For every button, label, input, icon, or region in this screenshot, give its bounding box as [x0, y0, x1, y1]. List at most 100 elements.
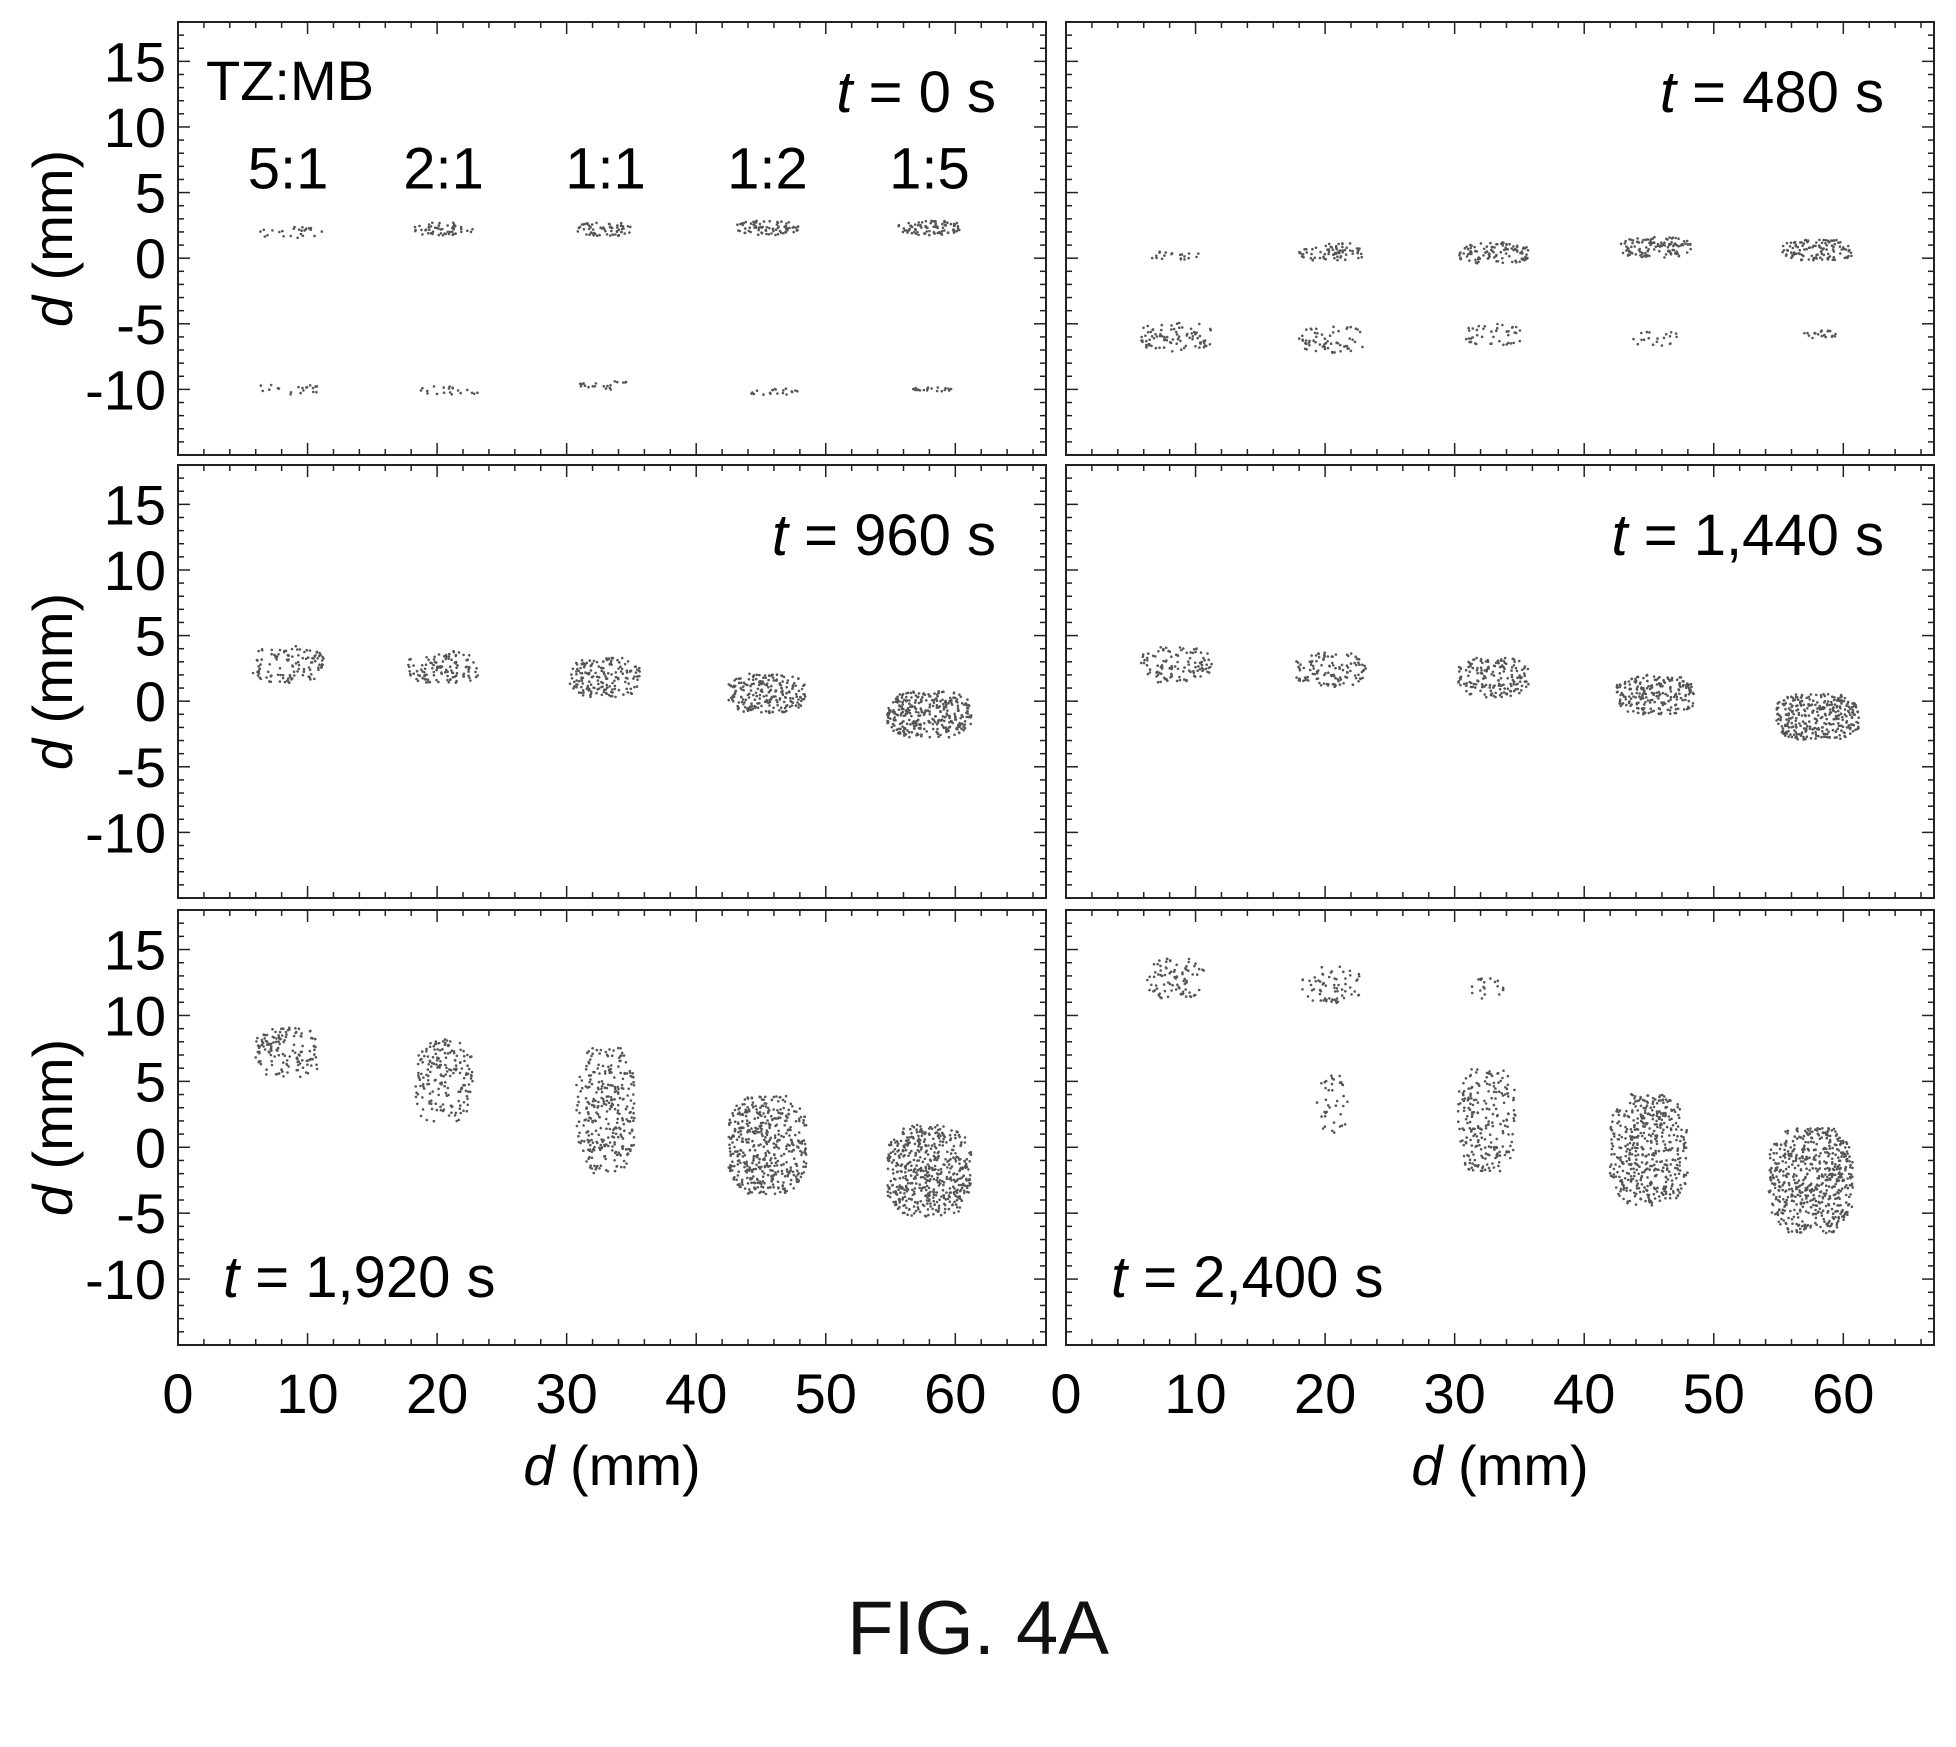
dot	[741, 698, 745, 701]
dot-cloud	[1140, 321, 1213, 353]
dot	[425, 1118, 429, 1122]
dot	[781, 680, 784, 683]
dot	[599, 1126, 603, 1130]
dot	[600, 685, 603, 689]
dot	[1832, 250, 1836, 253]
dot	[758, 1110, 762, 1114]
dot	[758, 701, 761, 705]
dot	[1518, 260, 1521, 264]
dot	[1476, 671, 1479, 675]
dot	[1457, 681, 1460, 684]
dot	[1843, 713, 1847, 716]
dot	[1331, 661, 1334, 665]
time-label-var: t	[836, 60, 855, 125]
dot	[733, 1176, 736, 1179]
dot	[733, 1130, 737, 1133]
dot	[761, 680, 764, 683]
dot	[1807, 704, 1811, 707]
dot	[761, 1134, 764, 1138]
time-label: t = 0 s	[836, 60, 996, 125]
dot	[1832, 258, 1835, 261]
dot	[1311, 672, 1315, 676]
dot	[768, 226, 771, 230]
dot	[285, 1059, 289, 1062]
dot	[795, 1145, 799, 1148]
dot	[414, 229, 417, 233]
dot	[770, 232, 773, 235]
dot	[578, 382, 582, 386]
dot	[1781, 729, 1785, 733]
dot	[450, 393, 454, 396]
dot	[920, 733, 923, 736]
dot	[1184, 344, 1188, 348]
y-tick-label: 15	[104, 919, 166, 982]
dot	[766, 1111, 770, 1114]
dot	[296, 648, 299, 651]
dot	[757, 228, 760, 232]
dot	[1645, 686, 1649, 690]
dot	[919, 223, 922, 227]
dot	[1338, 676, 1342, 679]
dot	[766, 1119, 769, 1122]
dot	[430, 1107, 434, 1111]
dot	[457, 1099, 461, 1103]
dot	[935, 1191, 939, 1194]
dot	[587, 689, 591, 692]
dot	[756, 702, 759, 705]
dot	[1180, 348, 1183, 352]
ratio-label: 2:1	[403, 137, 484, 202]
dot	[1482, 247, 1486, 251]
dot	[436, 665, 439, 668]
dot	[731, 1111, 734, 1115]
dot	[1820, 334, 1824, 338]
dot	[269, 1053, 273, 1057]
dot	[786, 227, 789, 231]
dot	[1165, 659, 1168, 662]
dot	[747, 1169, 751, 1172]
dot	[1512, 682, 1515, 686]
dot	[1834, 717, 1838, 721]
dot	[621, 1145, 625, 1148]
dot	[1346, 666, 1350, 669]
dot	[945, 1175, 949, 1179]
dot	[1854, 703, 1857, 707]
dot	[1355, 247, 1359, 250]
dot	[1821, 730, 1824, 733]
dot	[1851, 710, 1855, 714]
dot	[458, 1071, 462, 1075]
dot	[901, 1198, 904, 1201]
dot	[785, 709, 788, 713]
dot	[613, 1159, 616, 1162]
dot	[1682, 240, 1686, 243]
dot	[257, 1060, 261, 1063]
dot	[749, 689, 753, 692]
dot	[608, 386, 612, 390]
dot	[628, 1120, 632, 1123]
dot	[797, 689, 801, 693]
dot	[259, 1062, 263, 1066]
dot	[928, 735, 932, 739]
dot	[1471, 327, 1475, 330]
dot	[789, 1138, 793, 1142]
dot	[309, 1058, 313, 1061]
dot	[953, 733, 956, 737]
dot	[925, 389, 929, 392]
dot	[462, 653, 465, 657]
dot	[612, 1049, 615, 1052]
dot	[959, 695, 963, 699]
dot	[776, 700, 779, 704]
dot	[412, 672, 416, 675]
dot	[1498, 694, 1502, 697]
dot	[912, 387, 915, 391]
dot	[970, 714, 973, 717]
dot	[285, 1033, 288, 1036]
dot	[435, 1063, 438, 1066]
dot	[1831, 728, 1835, 732]
dot	[792, 1143, 795, 1147]
dot	[1164, 251, 1168, 254]
dot	[1675, 335, 1678, 339]
dot	[619, 1071, 622, 1075]
dot	[1178, 678, 1182, 682]
dot	[630, 1129, 634, 1133]
dot	[1784, 701, 1788, 705]
